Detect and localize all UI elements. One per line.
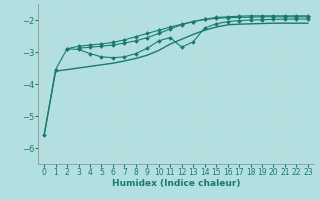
X-axis label: Humidex (Indice chaleur): Humidex (Indice chaleur): [112, 179, 240, 188]
